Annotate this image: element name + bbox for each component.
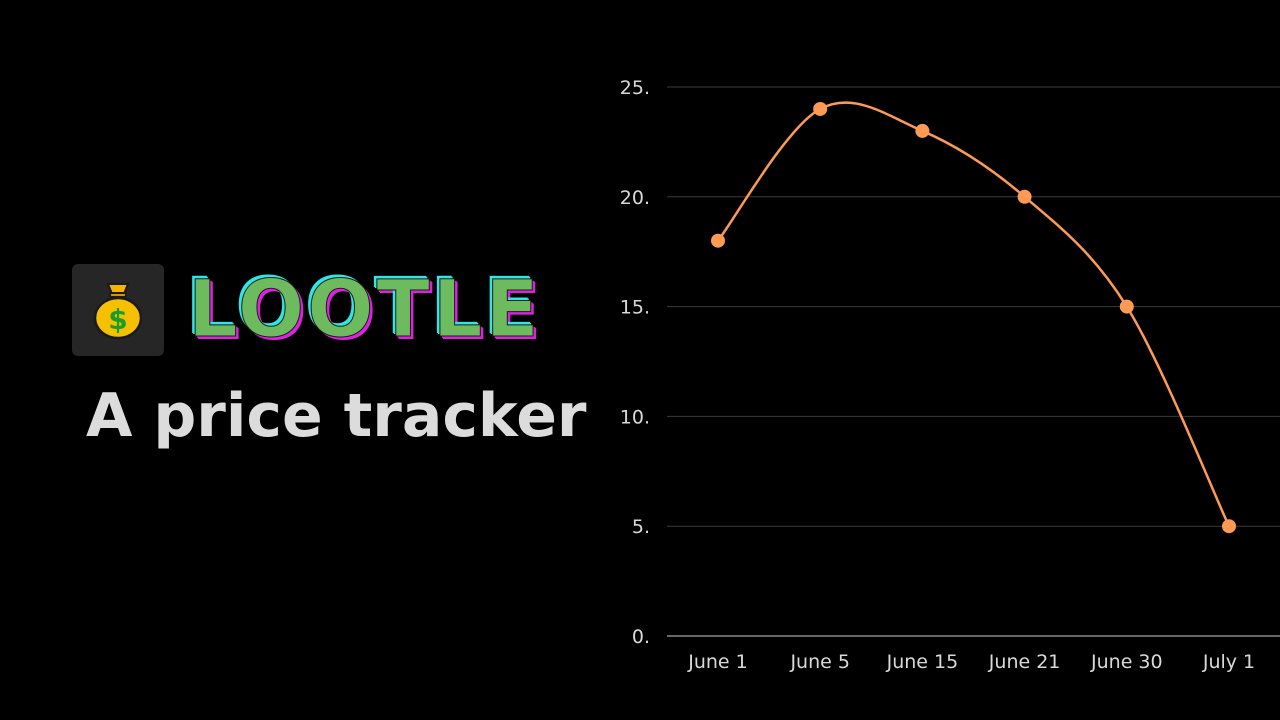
series-line [717, 101, 1231, 527]
y-tick-label: 5. [632, 516, 650, 538]
chart-series-layer [717, 101, 1231, 527]
money-bag-icon: $ [93, 283, 143, 340]
y-tick-label: 10. [620, 406, 650, 428]
chart-points-layer [711, 101, 1236, 534]
svg-text:$: $ [108, 303, 127, 336]
x-tick-label: June 15 [886, 651, 959, 673]
data-point [813, 101, 828, 116]
y-tick-label: 0. [632, 626, 650, 648]
chart-y-tick-labels: 0. 5. 10. 15. 20. 25. [620, 77, 650, 648]
chart-x-tick-labels: June 1 June 5 June 15 June 21 June 30 July 1 [687, 651, 1255, 673]
y-tick-label: 25. [620, 77, 650, 99]
data-point [711, 233, 725, 248]
brand-tagline: A price tracker [86, 381, 587, 451]
data-point [1222, 519, 1236, 534]
logo-icon-box: $ [72, 264, 164, 356]
price-chart: 0.5.10.15.20.25. June 1 June 5 June 15 June… [620, 77, 1280, 673]
x-tick-label: July 1 [1202, 651, 1255, 673]
data-point [915, 123, 930, 138]
data-point [1017, 189, 1032, 204]
x-tick-label: June 5 [789, 651, 850, 673]
x-tick-label: June 30 [1090, 651, 1163, 673]
y-tick-label: 15. [620, 297, 650, 319]
x-tick-label: June 21 [988, 651, 1061, 673]
y-tick-label: 20. [620, 187, 650, 209]
chart-gridlines [667, 86, 1280, 637]
brand-name: LOOTLE [188, 265, 542, 356]
x-tick-label: June 1 [687, 651, 748, 673]
data-point [1119, 299, 1134, 314]
